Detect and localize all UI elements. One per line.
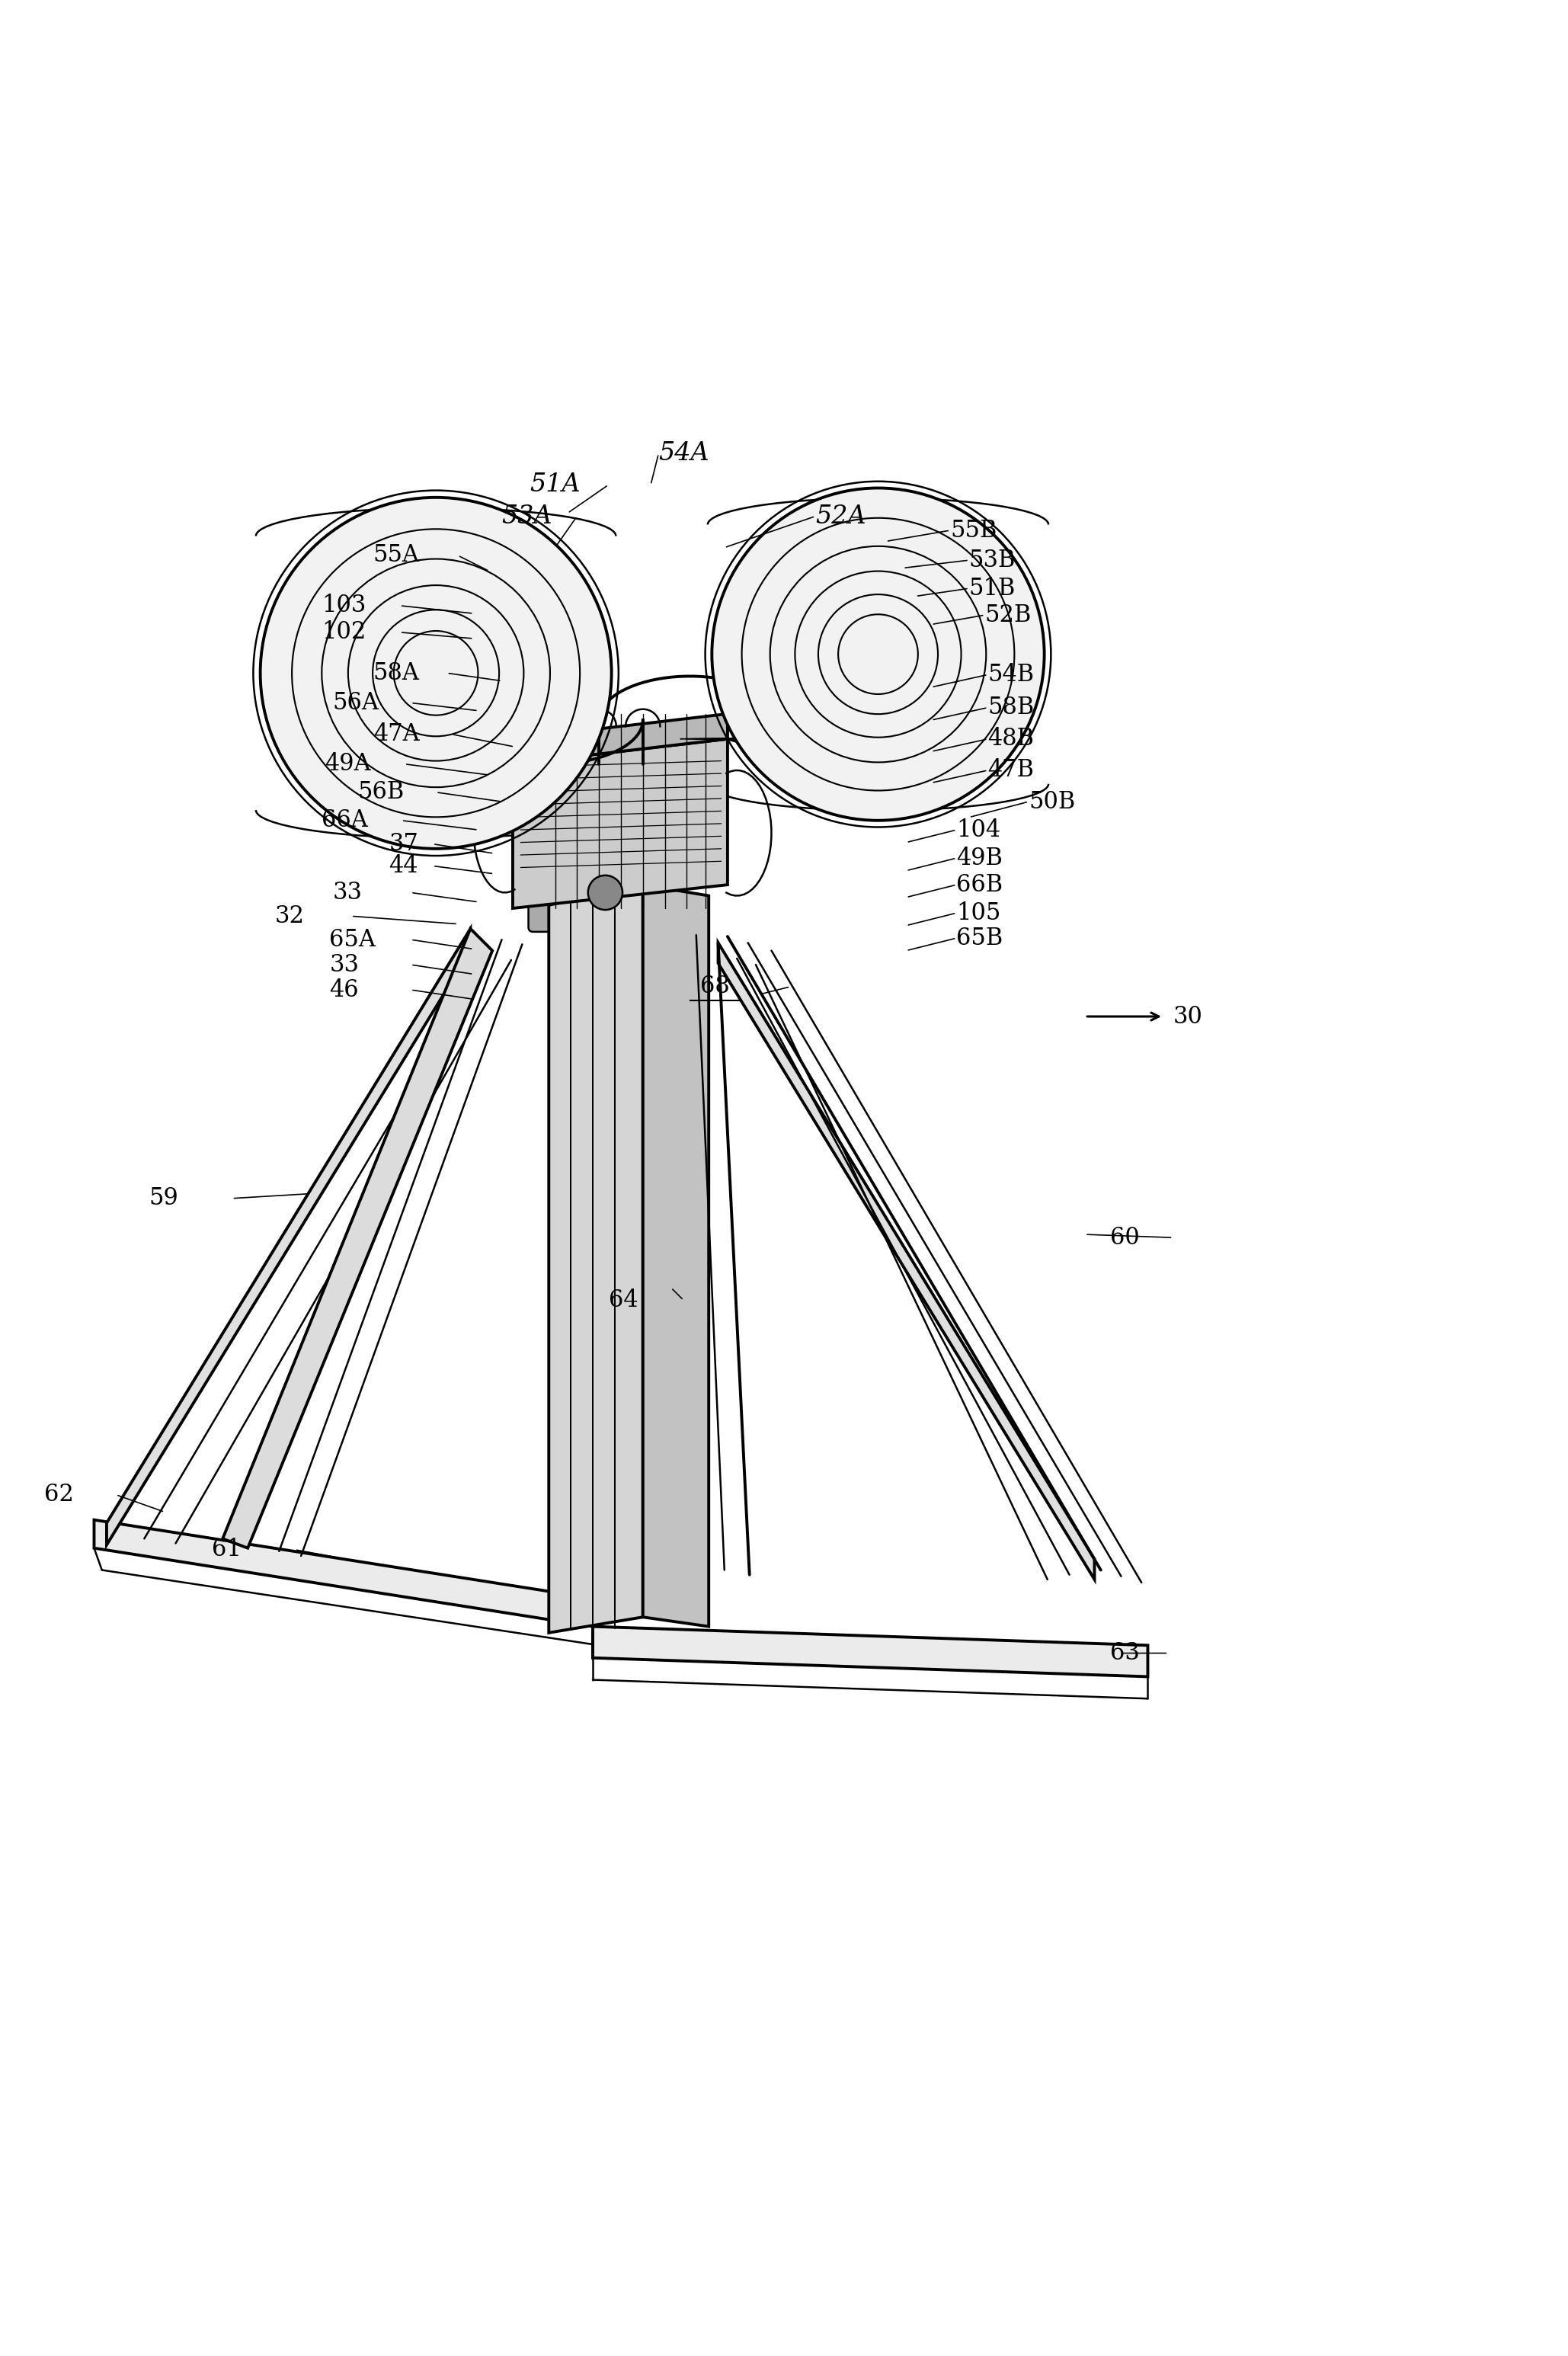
Text: 63: 63	[1110, 1642, 1140, 1666]
Text: 103: 103	[321, 594, 365, 617]
Text: 47B: 47B	[988, 759, 1035, 782]
FancyBboxPatch shape	[528, 895, 660, 933]
Polygon shape	[94, 1520, 593, 1626]
Text: 51B: 51B	[969, 577, 1016, 601]
Text: 66B: 66B	[956, 874, 1004, 898]
Text: 58B: 58B	[988, 695, 1035, 719]
Polygon shape	[549, 886, 643, 1633]
Text: 48B: 48B	[988, 728, 1035, 752]
Text: 66A: 66A	[321, 808, 368, 832]
Polygon shape	[223, 928, 492, 1548]
Text: 54B: 54B	[988, 662, 1035, 686]
Polygon shape	[593, 1626, 1148, 1677]
Text: 56A: 56A	[332, 690, 379, 714]
Text: 59: 59	[149, 1187, 179, 1211]
Text: 105: 105	[956, 902, 1000, 926]
Text: 65B: 65B	[956, 926, 1004, 949]
Polygon shape	[718, 942, 1094, 1579]
Text: 65A: 65A	[329, 928, 376, 952]
Text: 54A: 54A	[659, 441, 709, 466]
Circle shape	[588, 876, 622, 909]
Polygon shape	[513, 740, 728, 909]
Text: 47A: 47A	[373, 723, 420, 747]
Text: 104: 104	[956, 818, 1000, 841]
Text: 51A: 51A	[530, 474, 580, 497]
Text: 30: 30	[1173, 1004, 1203, 1027]
Text: 60: 60	[1110, 1225, 1140, 1249]
Polygon shape	[107, 928, 470, 1546]
Text: 33: 33	[332, 881, 362, 905]
Text: 64: 64	[608, 1289, 638, 1312]
Text: 50B: 50B	[1029, 789, 1076, 813]
Text: 37: 37	[389, 832, 419, 855]
Polygon shape	[643, 886, 709, 1626]
Text: 52B: 52B	[985, 603, 1032, 627]
Polygon shape	[513, 714, 728, 763]
Text: 33: 33	[329, 952, 359, 975]
Text: 62: 62	[44, 1482, 74, 1505]
Text: 61: 61	[212, 1538, 241, 1562]
Text: 55A: 55A	[373, 544, 420, 568]
Text: 58A: 58A	[373, 662, 420, 686]
Text: 53B: 53B	[969, 549, 1016, 573]
Text: 102: 102	[321, 620, 365, 643]
Text: 32: 32	[274, 905, 304, 928]
Text: 55B: 55B	[950, 518, 997, 542]
Text: 52A: 52A	[815, 504, 866, 528]
Text: 56B: 56B	[358, 780, 405, 803]
Text: 46: 46	[329, 978, 359, 1001]
Text: 49B: 49B	[956, 846, 1004, 869]
Text: 53A: 53A	[502, 504, 552, 528]
Ellipse shape	[260, 497, 612, 848]
Text: 44: 44	[389, 855, 419, 879]
Text: 49A: 49A	[325, 752, 370, 775]
Ellipse shape	[712, 488, 1044, 820]
Text: 68: 68	[701, 975, 729, 999]
